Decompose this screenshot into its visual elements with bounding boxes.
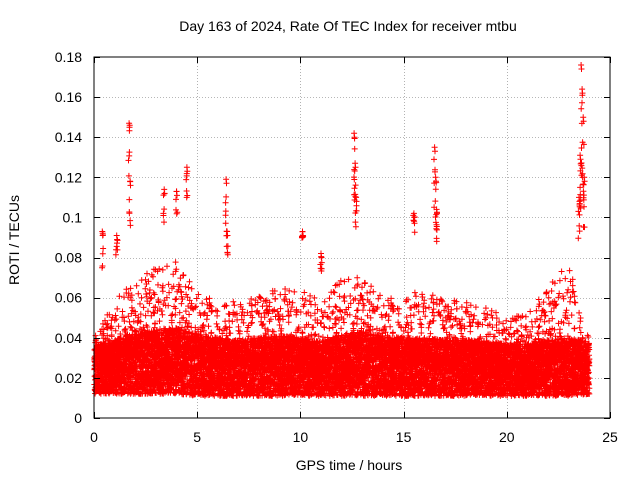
y-tick-label: 0.16	[55, 89, 82, 105]
plot-frame	[93, 56, 611, 419]
x-tick-label: 0	[90, 429, 98, 445]
y-tick-label: 0.14	[55, 129, 82, 145]
roti-plus-markers	[91, 62, 593, 399]
y-tick-label: 0.04	[55, 330, 82, 346]
x-tick-label: 20	[499, 429, 515, 445]
x-tick-label: 15	[396, 429, 412, 445]
y-tick-label: 0	[74, 410, 82, 426]
x-tick-labels: 0 5 10 15 20 25	[90, 429, 618, 445]
y-tick-label: 0.06	[55, 290, 82, 306]
data-points	[91, 62, 593, 399]
x-tick-label: 10	[293, 429, 309, 445]
y-tick-label: 0.18	[55, 49, 82, 65]
y-tick-label: 0.1	[63, 209, 83, 225]
x-tick-label: 5	[193, 429, 201, 445]
y-tick-labels: 0 0.02 0.04 0.06 0.08 0.1 0.12 0.14 0.16 0.18	[55, 49, 82, 426]
x-tick-label: 25	[602, 429, 618, 445]
y-tick-label: 0.08	[55, 250, 82, 266]
axis-ticks	[94, 57, 611, 419]
chart-title: Day 163 of 2024, Rate Of TEC Index for r…	[179, 18, 516, 34]
y-tick-label: 0.12	[55, 169, 82, 185]
y-tick-label: 0.02	[55, 370, 82, 386]
y-axis-title: ROTI / TECUs	[6, 195, 22, 285]
x-axis-title: GPS time / hours	[296, 457, 403, 473]
